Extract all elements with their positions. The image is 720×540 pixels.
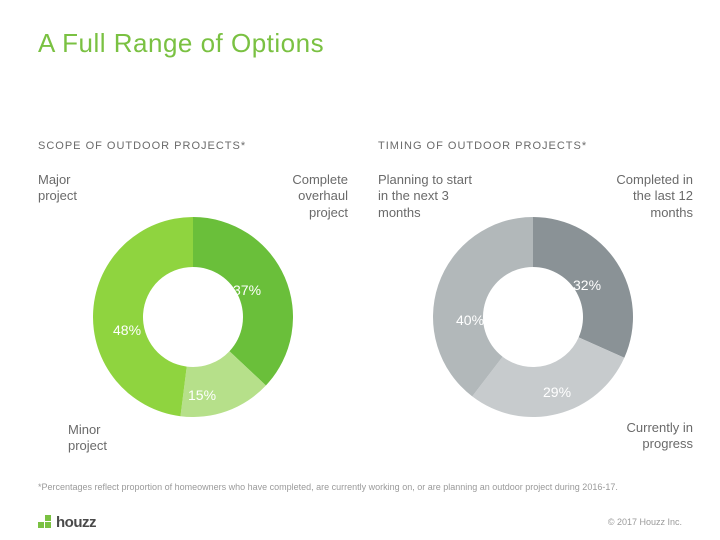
donut-segment-0: [193, 217, 293, 385]
houzz-logo: houzz: [38, 514, 96, 531]
scope-pct-major: 48%: [113, 322, 141, 338]
footnote: *Percentages reflect proportion of homeo…: [38, 482, 618, 492]
scope-pct-minor: 15%: [188, 387, 216, 403]
houzz-logo-icon: [38, 515, 52, 529]
scope-chart-subtitle: SCOPE OF OUTDOOR PROJECTS*: [38, 140, 348, 152]
footer: houzz © 2017 Houzz Inc.: [0, 504, 720, 540]
scope-label-complete: Complete overhaul project: [292, 172, 348, 221]
donut-segment-2: [93, 217, 193, 416]
timing-pct-progress: 29%: [543, 384, 571, 400]
timing-label-completed: Completed in the last 12 months: [616, 172, 693, 221]
donut-segment-1: [472, 337, 624, 417]
scope-donut: Major project Complete overhaul project …: [38, 162, 348, 462]
timing-label-progress: Currently in progress: [627, 420, 693, 453]
scope-chart-panel: SCOPE OF OUTDOOR PROJECTS* Major project…: [38, 140, 348, 462]
timing-donut: Planning to start in the next 3 months C…: [378, 162, 688, 462]
timing-label-planning: Planning to start in the next 3 months: [378, 172, 472, 221]
scope-pct-complete: 37%: [233, 282, 261, 298]
scope-label-minor: Minor project: [68, 422, 107, 455]
houzz-logo-text: houzz: [56, 514, 96, 531]
timing-pct-completed: 32%: [573, 277, 601, 293]
timing-chart-subtitle: TIMING OF OUTDOOR PROJECTS*: [378, 140, 688, 152]
page-title: A Full Range of Options: [38, 28, 324, 59]
timing-chart-panel: TIMING OF OUTDOOR PROJECTS* Planning to …: [378, 140, 688, 462]
scope-label-major: Major project: [38, 172, 77, 205]
timing-pct-planning: 40%: [456, 312, 484, 328]
copyright: © 2017 Houzz Inc.: [608, 517, 682, 527]
charts-row: SCOPE OF OUTDOOR PROJECTS* Major project…: [38, 140, 682, 462]
